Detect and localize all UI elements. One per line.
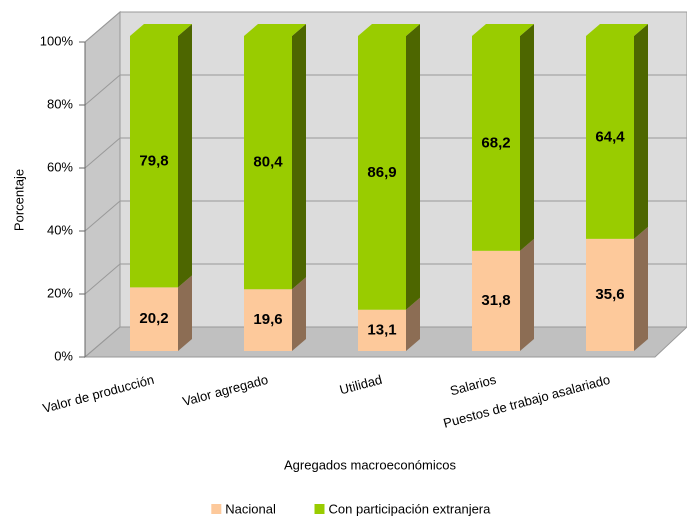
value-label: 80,4 (253, 154, 283, 171)
legend-swatch (211, 504, 222, 514)
bar-side (178, 24, 192, 288)
bar (130, 287, 178, 351)
bar-side (406, 297, 420, 351)
y-tick-label: 80% (47, 96, 73, 111)
x-tick-label: Valor agregado (181, 372, 270, 409)
bar (358, 36, 406, 310)
x-tick-label: Utilidad (338, 372, 384, 398)
bar (244, 36, 292, 290)
legend-label: Nacional (225, 501, 276, 516)
legend-swatch (314, 504, 325, 514)
x-axis-label: Agregados macroeconómicos (284, 457, 456, 472)
bar-side (406, 24, 420, 310)
bar-side (634, 24, 648, 239)
bar-side (178, 275, 192, 351)
legend-label: Con participación extranjera (329, 501, 492, 516)
value-label: 86,9 (367, 164, 396, 181)
value-label: 79,8 (139, 153, 168, 170)
y-tick-label: 60% (47, 159, 73, 174)
value-label: 68,2 (481, 134, 510, 151)
x-tick-label: Salarios (448, 372, 498, 399)
bar-side (634, 226, 648, 351)
bar (244, 289, 292, 351)
bar-side (292, 24, 306, 290)
value-label: 20,2 (139, 310, 168, 327)
bar (472, 36, 520, 251)
y-tick-label: 0% (54, 348, 73, 363)
bar (358, 309, 406, 351)
value-label: 13,1 (367, 321, 396, 338)
bar (586, 238, 634, 351)
side-wall (84, 10, 121, 359)
bar-top (244, 24, 306, 36)
y-tick-label: 100% (40, 33, 74, 48)
value-label: 31,8 (481, 292, 510, 309)
x-tick-label: Valor de producción (41, 372, 156, 416)
bar-side (292, 277, 306, 351)
value-label: 35,6 (595, 286, 624, 303)
value-label: 19,6 (253, 311, 282, 328)
bar (472, 250, 520, 351)
bar-side (520, 24, 534, 251)
y-axis-label: Porcentaje (11, 169, 26, 231)
bar-top (472, 24, 534, 36)
y-tick-label: 40% (47, 222, 73, 237)
bar-top (358, 24, 420, 36)
bar-top (586, 24, 648, 36)
y-tick-label: 20% (47, 285, 73, 300)
bar (130, 36, 178, 288)
bar (586, 36, 634, 239)
bar-top (130, 24, 192, 36)
value-label: 64,4 (595, 128, 625, 145)
grid-line (84, 11, 687, 43)
bar-side (520, 238, 534, 351)
